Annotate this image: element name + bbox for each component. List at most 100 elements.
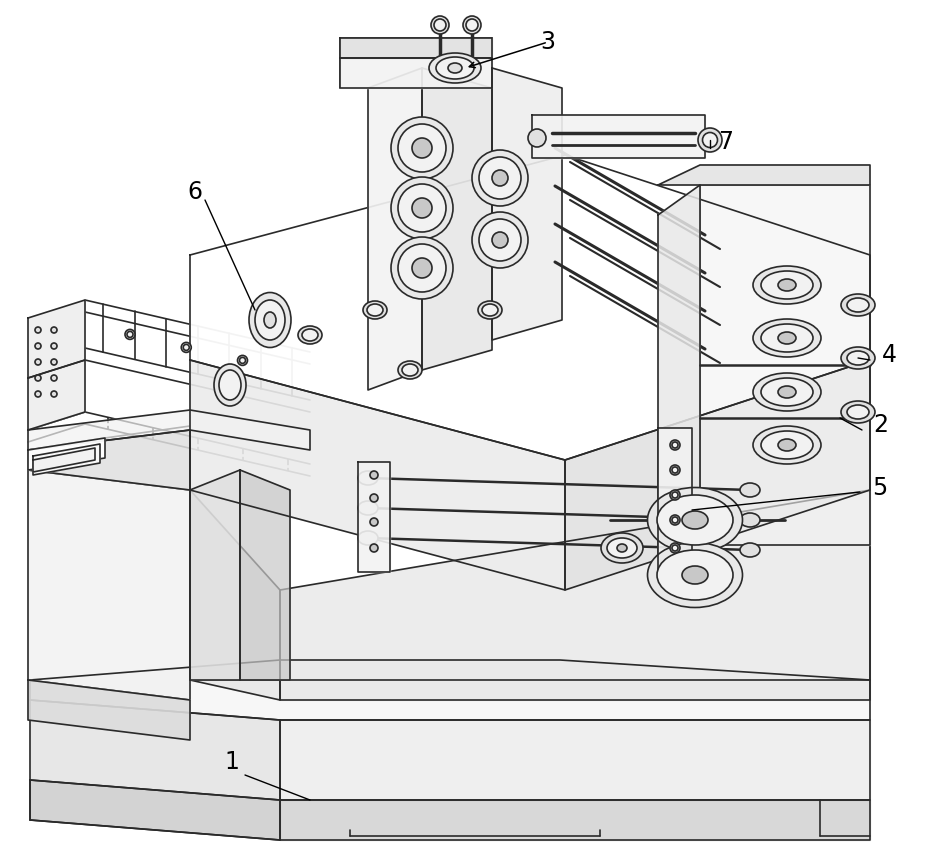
Ellipse shape [778, 439, 796, 451]
Ellipse shape [434, 19, 446, 31]
Circle shape [35, 327, 41, 333]
Circle shape [51, 375, 57, 381]
Polygon shape [28, 438, 105, 470]
Polygon shape [190, 470, 240, 680]
Polygon shape [240, 470, 290, 680]
Ellipse shape [478, 301, 502, 319]
Text: 4: 4 [882, 343, 897, 367]
Polygon shape [340, 58, 492, 88]
Polygon shape [700, 185, 870, 545]
Circle shape [370, 518, 378, 526]
Polygon shape [28, 470, 190, 700]
Circle shape [370, 471, 378, 479]
Ellipse shape [682, 566, 708, 584]
Ellipse shape [398, 361, 422, 379]
Polygon shape [422, 68, 492, 370]
Ellipse shape [753, 266, 821, 304]
Ellipse shape [753, 373, 821, 411]
Polygon shape [28, 360, 85, 430]
Ellipse shape [682, 511, 708, 529]
Ellipse shape [249, 292, 291, 347]
Ellipse shape [740, 513, 760, 527]
Polygon shape [33, 444, 100, 475]
Ellipse shape [703, 133, 718, 148]
Ellipse shape [841, 294, 875, 316]
Ellipse shape [607, 538, 637, 558]
Polygon shape [368, 68, 422, 390]
Circle shape [35, 391, 41, 397]
Ellipse shape [847, 298, 869, 312]
Polygon shape [30, 780, 280, 840]
Circle shape [672, 545, 678, 551]
Ellipse shape [698, 128, 722, 152]
Polygon shape [190, 360, 565, 590]
Circle shape [370, 544, 378, 552]
Ellipse shape [463, 16, 481, 34]
Ellipse shape [391, 117, 453, 179]
Polygon shape [565, 360, 870, 590]
Polygon shape [28, 430, 190, 490]
Polygon shape [280, 800, 870, 840]
Ellipse shape [740, 543, 760, 557]
Ellipse shape [398, 124, 446, 172]
Ellipse shape [391, 237, 453, 299]
Ellipse shape [412, 198, 432, 218]
Circle shape [672, 492, 678, 498]
Circle shape [51, 327, 57, 333]
Circle shape [240, 357, 245, 363]
Ellipse shape [841, 347, 875, 369]
Circle shape [181, 342, 192, 352]
Ellipse shape [528, 129, 546, 147]
Ellipse shape [657, 495, 733, 545]
Circle shape [672, 467, 678, 473]
Polygon shape [28, 410, 310, 450]
Ellipse shape [448, 63, 462, 73]
Circle shape [35, 375, 41, 381]
Polygon shape [658, 185, 700, 575]
Ellipse shape [479, 219, 521, 261]
Polygon shape [492, 68, 562, 340]
Ellipse shape [429, 53, 481, 83]
Ellipse shape [761, 378, 813, 406]
Polygon shape [280, 720, 870, 800]
Ellipse shape [264, 312, 276, 328]
Circle shape [237, 356, 247, 365]
Ellipse shape [412, 138, 432, 158]
Ellipse shape [398, 244, 446, 292]
Circle shape [51, 391, 57, 397]
Polygon shape [280, 490, 870, 700]
Ellipse shape [472, 150, 528, 206]
Ellipse shape [847, 405, 869, 419]
Ellipse shape [647, 543, 743, 608]
Ellipse shape [740, 483, 760, 497]
Ellipse shape [255, 300, 285, 340]
Circle shape [670, 543, 680, 553]
Text: 3: 3 [541, 30, 556, 54]
Text: 2: 2 [873, 413, 888, 437]
Ellipse shape [753, 426, 821, 464]
Polygon shape [190, 490, 280, 700]
Ellipse shape [367, 304, 383, 316]
Ellipse shape [214, 364, 246, 406]
Circle shape [670, 465, 680, 475]
Text: 1: 1 [225, 750, 240, 774]
Ellipse shape [482, 304, 498, 316]
Ellipse shape [298, 326, 322, 344]
Ellipse shape [363, 301, 387, 319]
Polygon shape [658, 428, 692, 572]
Ellipse shape [219, 370, 241, 400]
Ellipse shape [753, 319, 821, 357]
Text: 6: 6 [187, 180, 203, 204]
Circle shape [125, 329, 135, 339]
Ellipse shape [761, 431, 813, 459]
Ellipse shape [436, 57, 474, 79]
Ellipse shape [601, 533, 643, 563]
Ellipse shape [778, 386, 796, 398]
Polygon shape [190, 155, 870, 460]
Ellipse shape [391, 177, 453, 239]
Ellipse shape [472, 212, 528, 268]
Ellipse shape [466, 19, 478, 31]
Ellipse shape [398, 184, 446, 232]
Text: 5: 5 [872, 476, 887, 500]
Polygon shape [28, 300, 85, 378]
